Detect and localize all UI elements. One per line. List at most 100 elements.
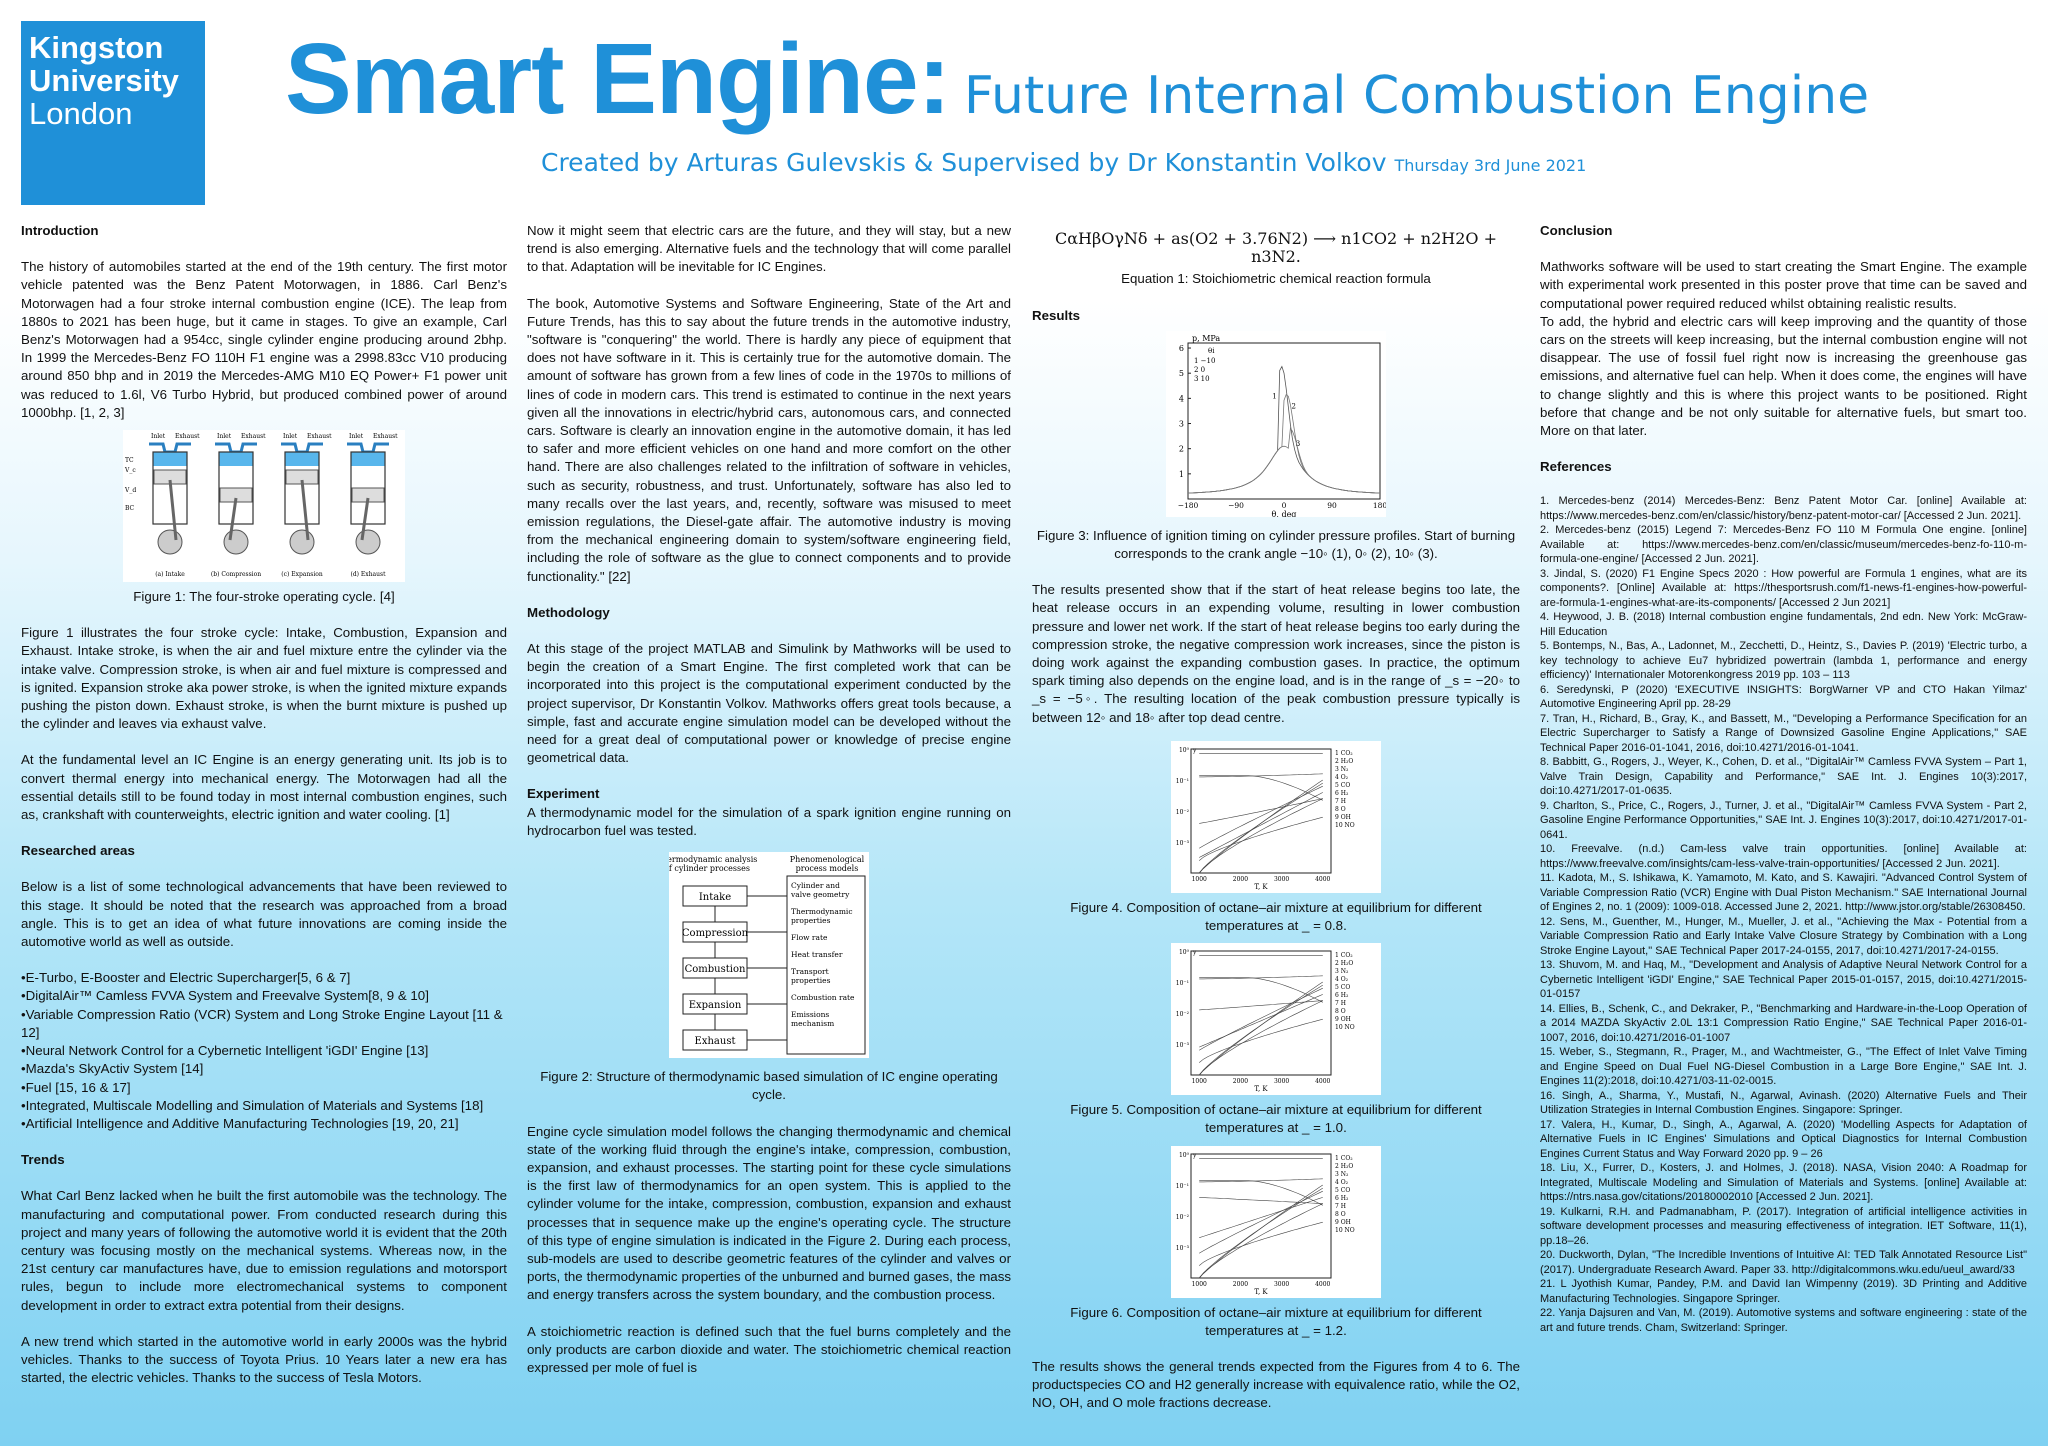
fig2-process-label: Combustion [685,964,746,975]
reference-item: 21. L Jyothish Kumar, Pandey, P.M. and D… [1540,1278,2027,1305]
researched-list: E-Turbo, E-Booster and Electric Supercha… [21,969,507,1133]
species-y-tick: 10⁻¹ [1176,1183,1189,1190]
species-plot-frame [1190,1153,1332,1279]
species-y-tick: 10⁻² [1176,1011,1190,1018]
equation-1-caption: Equation 1: Stoichiometric chemical reac… [1121,271,1431,287]
species-legend-entry: 3 N₂ [1335,1171,1349,1178]
title-main: Smart Engine: [285,23,951,135]
reference-item: 7. Tran, H., Richard, B., Gray, K., and … [1540,712,2027,754]
reference-item: 17. Valera, H., Kumar, D., Singh, A., Ag… [1540,1118,2027,1160]
fig1-exhaust-label: Exhaust [175,433,200,440]
species-legend-entry: 5 CO [1335,1187,1350,1194]
fig2-model-label: Transport properties [791,967,831,985]
species-y-tick: 10⁻² [1176,1214,1190,1221]
fig2-process-label: Compression [682,928,749,939]
species-legend-entry: 7 H [1335,1000,1346,1007]
list-item: Artificial Intelligence and Additive Man… [21,1115,507,1133]
species-legend-entry: 10 NO [1335,822,1355,829]
fig3-curve-2 [1187,393,1381,494]
fig2-model-label: Emissions mechanism [791,1010,834,1028]
list-item: DigitalAir™ Camless FVVA System and Free… [21,987,507,1005]
figure-3-pressure-chart: 1 2 3 4 5 6 −180 −90 0 90 180 p, MPa θ, deg θi 1 −10 2 … [1166,330,1387,519]
species-x-tick: 3000 [1274,876,1289,883]
species-x-tick: 3000 [1274,1078,1289,1085]
species-legend-entry: 1 CO₂ [1335,1155,1353,1162]
logo-line-1: Kingston [29,30,164,65]
species-legend-entry: 1 CO₂ [1335,952,1353,959]
species-x-tick: 2000 [1233,1078,1248,1085]
figure-5-species-chart: y 10⁰ 10⁻¹ 10⁻² 10⁻³ 1000 2000 3000 4000 T, K 1 CO… [1171,943,1381,1096]
species-legend-entry: 6 H₂ [1335,790,1349,797]
species-curve [1199,1000,1323,1011]
list-item: Neural Network Control for a Cybernetic … [21,1042,507,1060]
species-curve [1199,977,1323,1003]
species-legend-entry: 4 O₂ [1335,976,1349,983]
logo-line-3: London [29,96,133,131]
fig1-bc-label: BC [125,505,135,512]
species-y-tick: 10⁰ [1179,1152,1190,1159]
fig3-y-tick: 5 [1179,369,1184,378]
heading-introduction: Introduction [21,223,99,238]
fig2-right-title-1: Phenomenological [790,855,865,864]
species-x-label: T, K [1254,1085,1268,1093]
list-item: Variable Compression Ratio (VCR) System … [21,1006,507,1042]
species-curve [1199,791,1323,858]
fig1-crank [355,529,381,555]
figure-1-four-stroke: Inlet Exhaust (a) Intake Inlet Exhaust (b) Co… [123,430,405,583]
figure-6-species-chart: y 10⁰ 10⁻¹ 10⁻² 10⁻³ 1000 2000 3000 4000 T, K 1 CO… [1171,1145,1381,1298]
species-y-axis-label: y [1192,747,1197,754]
list-item: Fuel [15, 16 & 17] [21,1079,507,1097]
species-curve [1199,775,1323,801]
trends-paragraph-4: The book, Automotive Systems and Softwar… [527,295,1011,584]
fig1-exhaust-label: Exhaust [241,433,266,440]
byline: Created by Arturas Gulevskis & Supervise… [541,148,1586,177]
species-x-tick: 4000 [1315,876,1330,883]
experiment-paragraph-2: Engine cycle simulation model follows th… [527,1123,1011,1303]
reference-item: 13. Shuvom, M. and Haq, M., "Development… [1540,959,2027,1001]
references-list: 1. Mercedes-benz (2014) Mercedes-Benz: B… [1540,494,2027,1335]
species-legend-entry: 3 N₂ [1335,968,1349,975]
species-legend-entry: 6 H₂ [1335,992,1349,999]
species-legend-entry: 3 N₂ [1335,766,1349,773]
species-legend-entry: 1 CO₂ [1335,750,1353,757]
species-y-tick: 10⁰ [1179,949,1190,956]
species-legend-entry: 6 H₂ [1335,1195,1349,1202]
fig2-model-label: Cylinder and valve geometry [790,881,850,899]
fig1-stroke-label: (c) Expansion [281,571,323,578]
fig3-y-tick: 6 [1179,344,1184,353]
fig3-legend-entry: 2 0 [1194,366,1205,374]
fig1-crank [157,529,183,555]
results-paragraph-2: The results shows the general trends exp… [1032,1359,1520,1411]
species-x-tick: 1000 [1192,1281,1207,1288]
fig2-model-label: Heat transfer [791,950,843,959]
results-paragraph-1: The results presented show that if the s… [1032,582,1520,725]
methodology-paragraph: At this stage of the project MATLAB and … [527,641,1011,766]
species-y-axis-label: y [1192,1152,1197,1159]
heading-methodology: Methodology [527,604,610,620]
title-subtitle: Future Internal Combustion Engine [963,66,1870,126]
fig3-x-tick: −90 [1228,501,1244,510]
species-y-tick: 10⁻³ [1176,1042,1190,1049]
heading-trends: Trends [21,1152,65,1168]
species-legend-entry: 5 CO [1335,984,1350,991]
species-x-tick: 4000 [1315,1281,1330,1288]
list-item: Mazda's SkyActiv System [14] [21,1060,507,1078]
figure-2-caption: Figure 2: Structure of thermodynamic bas… [540,1069,998,1103]
species-curve [1199,785,1323,849]
species-legend-entry: 10 NO [1335,1024,1355,1031]
species-curve [1198,779,1323,874]
species-legend-entry: 7 H [1335,798,1346,805]
reference-item: 18. Liu, X., Furrer, D., Kosters, J. and… [1540,1162,2027,1204]
species-legend-entry: 5 CO [1335,782,1350,789]
species-y-tick: 10⁰ [1179,747,1190,754]
column-4: Conclusion Mathworks software will be us… [1540,222,2027,1335]
reference-item: 14. Ellies, B., Schenk, C., and Dekraker… [1540,1002,2027,1044]
fig1-exhaust-label: Exhaust [373,433,398,440]
heading-experiment: Experiment [527,786,600,802]
fig3-curve-label: 2 [1291,402,1295,410]
reference-item: 15. Weber, S., Stegmann, R., Prager, M.,… [1540,1046,2027,1088]
fig3-x-label: θ, deg [1272,510,1297,517]
species-x-tick: 2000 [1233,1281,1248,1288]
intro-paragraph-3: At the fundamental level an IC Engine is… [21,752,507,823]
species-x-tick: 2000 [1233,876,1248,883]
